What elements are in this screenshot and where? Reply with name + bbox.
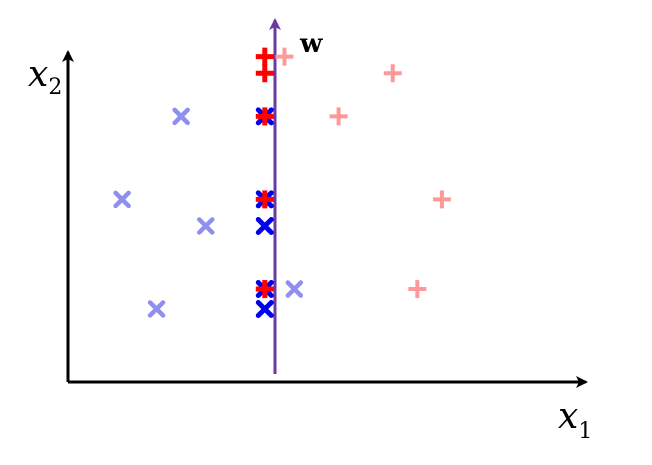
plus-point-original: [408, 280, 427, 299]
plus-point-original: [275, 47, 294, 66]
x1-axis-label: x1: [558, 396, 592, 444]
data-points: [113, 47, 451, 318]
plus-point-projected: [255, 190, 274, 209]
vector-w-label: w: [299, 29, 323, 59]
cross-point-original: [285, 280, 304, 298]
plus-point-original: [432, 190, 451, 209]
plus-point-projected: [255, 64, 274, 83]
cross-point-original: [113, 190, 131, 209]
plus-point-projected: [255, 280, 274, 299]
plus-point-original: [329, 107, 348, 126]
plus-point-projected: [255, 107, 274, 126]
x2-axis-label: x2: [28, 54, 62, 100]
plus-point-original: [383, 64, 402, 83]
cross-point-original: [172, 107, 190, 126]
cross-point-original: [147, 300, 166, 318]
cross-point-projected: [255, 216, 274, 235]
cross-point-original: [197, 217, 215, 235]
plus-point-projected: [255, 47, 274, 66]
cross-point-projected: [255, 299, 274, 318]
